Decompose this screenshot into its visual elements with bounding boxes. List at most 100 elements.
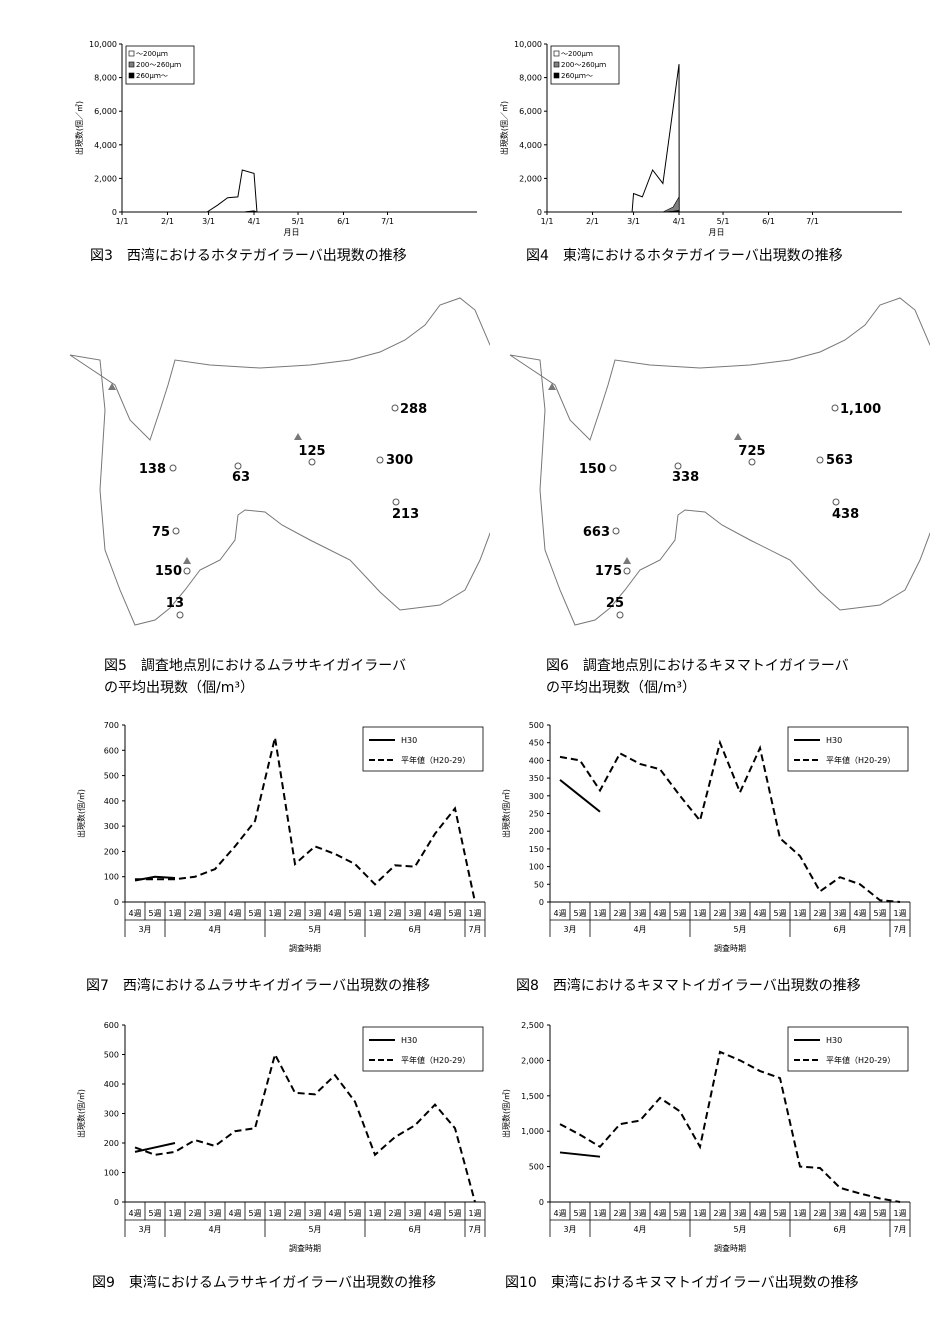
triangle-marker	[183, 557, 191, 564]
week-label: 4週	[653, 1209, 666, 1218]
series-line-h30	[134, 1142, 176, 1153]
legend-box	[362, 1026, 484, 1072]
week-label: 3週	[208, 1209, 221, 1218]
station-marker	[308, 458, 316, 466]
week-label: 5週	[773, 909, 786, 918]
fig7-chart: 0 100 200 300 400 500 600 700 4週 5週 1週 2週 3週 4週 5週 1週 2週…	[76, 721, 486, 953]
triangle-marker	[623, 557, 631, 564]
week-label: 5週	[573, 1209, 586, 1218]
y-tick-label: 1,000	[521, 1127, 544, 1136]
month-label: 6月	[833, 925, 846, 934]
y-tick-label: 450	[529, 739, 544, 748]
week-label: 2週	[813, 909, 826, 918]
week-label: 5週	[448, 1209, 461, 1218]
x-tick-label: 2/1	[161, 217, 174, 226]
station-marker	[623, 567, 631, 575]
week-label: 2週	[388, 909, 401, 918]
station-marker	[612, 527, 620, 535]
x-tick-label: 6/1	[337, 217, 350, 226]
legend-label: 260μｍ～	[561, 72, 593, 80]
month-label: 6月	[408, 1225, 421, 1234]
y-tick-label: 350	[529, 774, 544, 783]
station-marker	[391, 404, 399, 412]
week-label: 3週	[733, 1209, 746, 1218]
y-tick-label: 500	[529, 721, 544, 730]
week-label: 4週	[328, 1209, 341, 1218]
legend-label: 260μｍ～	[136, 72, 168, 80]
fig7-caption: 図7 西湾におけるムラサキイガイラーバ出現数の推移	[86, 978, 431, 994]
y-tick-label: 0	[539, 898, 544, 907]
station-value: 563	[826, 453, 853, 468]
y-tick-label: 400	[104, 797, 119, 806]
x-axis-label: 調査時期	[289, 1243, 321, 1253]
y-tick-label: 2,000	[521, 1056, 544, 1065]
station-value: 438	[832, 507, 859, 522]
y-tick-label: 2,500	[521, 1021, 544, 1030]
station-value: 338	[672, 470, 699, 485]
week-label: 5週	[248, 909, 261, 918]
y-tick-label: 0	[114, 898, 119, 907]
week-label: 4週	[228, 1209, 241, 1218]
x-axis-label: 調査時期	[714, 1243, 746, 1253]
week-label: 1週	[368, 1209, 381, 1218]
legend-swatch	[128, 50, 135, 57]
y-tick-label: 300	[104, 822, 119, 831]
week-label: 1週	[168, 1209, 181, 1218]
y-tick-label: 6,000	[519, 107, 542, 116]
week-label: 1週	[893, 1209, 906, 1218]
fig3-caption: 図3 西湾におけるホタテガイラーバ出現数の推移	[90, 248, 407, 264]
y-tick-label: 500	[104, 1051, 119, 1060]
station-marker	[609, 464, 617, 472]
station-marker	[376, 456, 384, 464]
legend-label: H30	[401, 736, 417, 745]
station-marker	[616, 611, 624, 619]
month-label: 3月	[138, 1225, 151, 1234]
x-tick-label: 2/1	[586, 217, 599, 226]
y-tick-label: 10,000	[514, 40, 542, 49]
month-label: 6月	[408, 925, 421, 934]
week-label: 2週	[613, 909, 626, 918]
legend-label: H30	[401, 1036, 417, 1045]
legend-label: ～200μｍ	[136, 50, 168, 58]
fig4-chart: 0 2,000 4,000 6,000 8,000 10,000 1/1 2/1 3/1 4/1 5…	[499, 40, 902, 237]
month-label: 7月	[468, 925, 481, 934]
y-axis-label: 出現数(個/㎥)	[501, 789, 511, 838]
week-label: 1週	[693, 1209, 706, 1218]
month-label: 6月	[833, 1225, 846, 1234]
week-label: 3週	[308, 909, 321, 918]
legend-label: 平年値（H20-29）	[826, 1055, 895, 1065]
fig6-map: 1,100 725 563 438 150 338 663 175 25	[509, 297, 930, 626]
legend-label: ～200μｍ	[561, 50, 593, 58]
week-label: 1週	[168, 909, 181, 918]
week-label: 3週	[408, 1209, 421, 1218]
fig10-caption: 図10 東湾におけるキヌマトイガイラーバ出現数の推移	[505, 1275, 859, 1291]
week-label: 1週	[693, 909, 706, 918]
y-axis-label: 出現数(個/㎥)	[76, 1089, 86, 1138]
week-label: 4週	[428, 909, 441, 918]
series-area-small	[205, 169, 258, 213]
week-label: 4週	[428, 1209, 441, 1218]
week-label: 3週	[733, 909, 746, 918]
y-tick-label: 300	[529, 792, 544, 801]
week-label: 1週	[793, 909, 806, 918]
x-tick-label: 4/1	[248, 217, 261, 226]
week-label: 3週	[633, 909, 646, 918]
legend-label: 平年値（H20-29）	[401, 1055, 470, 1065]
station-marker	[183, 567, 191, 575]
station-value: 150	[155, 564, 182, 579]
month-label: 4月	[633, 1225, 646, 1234]
station-marker	[234, 462, 242, 470]
x-tick-label: 1/1	[541, 217, 554, 226]
week-label: 4週	[228, 909, 241, 918]
fig8-chart: 0 50 100 150 200 250 300 350 400 450 500 4週 5週 1週 2週 3週…	[501, 721, 911, 953]
y-tick-label: 700	[104, 721, 119, 730]
station-marker	[832, 498, 840, 506]
x-tick-label: 4/1	[673, 217, 686, 226]
station-marker	[176, 611, 184, 619]
y-tick-label: 100	[529, 863, 544, 872]
triangle-marker	[108, 383, 116, 390]
y-tick-label: 200	[104, 847, 119, 856]
fig3-chart: 0 2,000 4,000 6,000 8,000 10,000 1/1 2/1 3/1 4/1 5…	[74, 40, 477, 237]
series-area-large	[207, 210, 258, 213]
week-label: 2週	[613, 1209, 626, 1218]
